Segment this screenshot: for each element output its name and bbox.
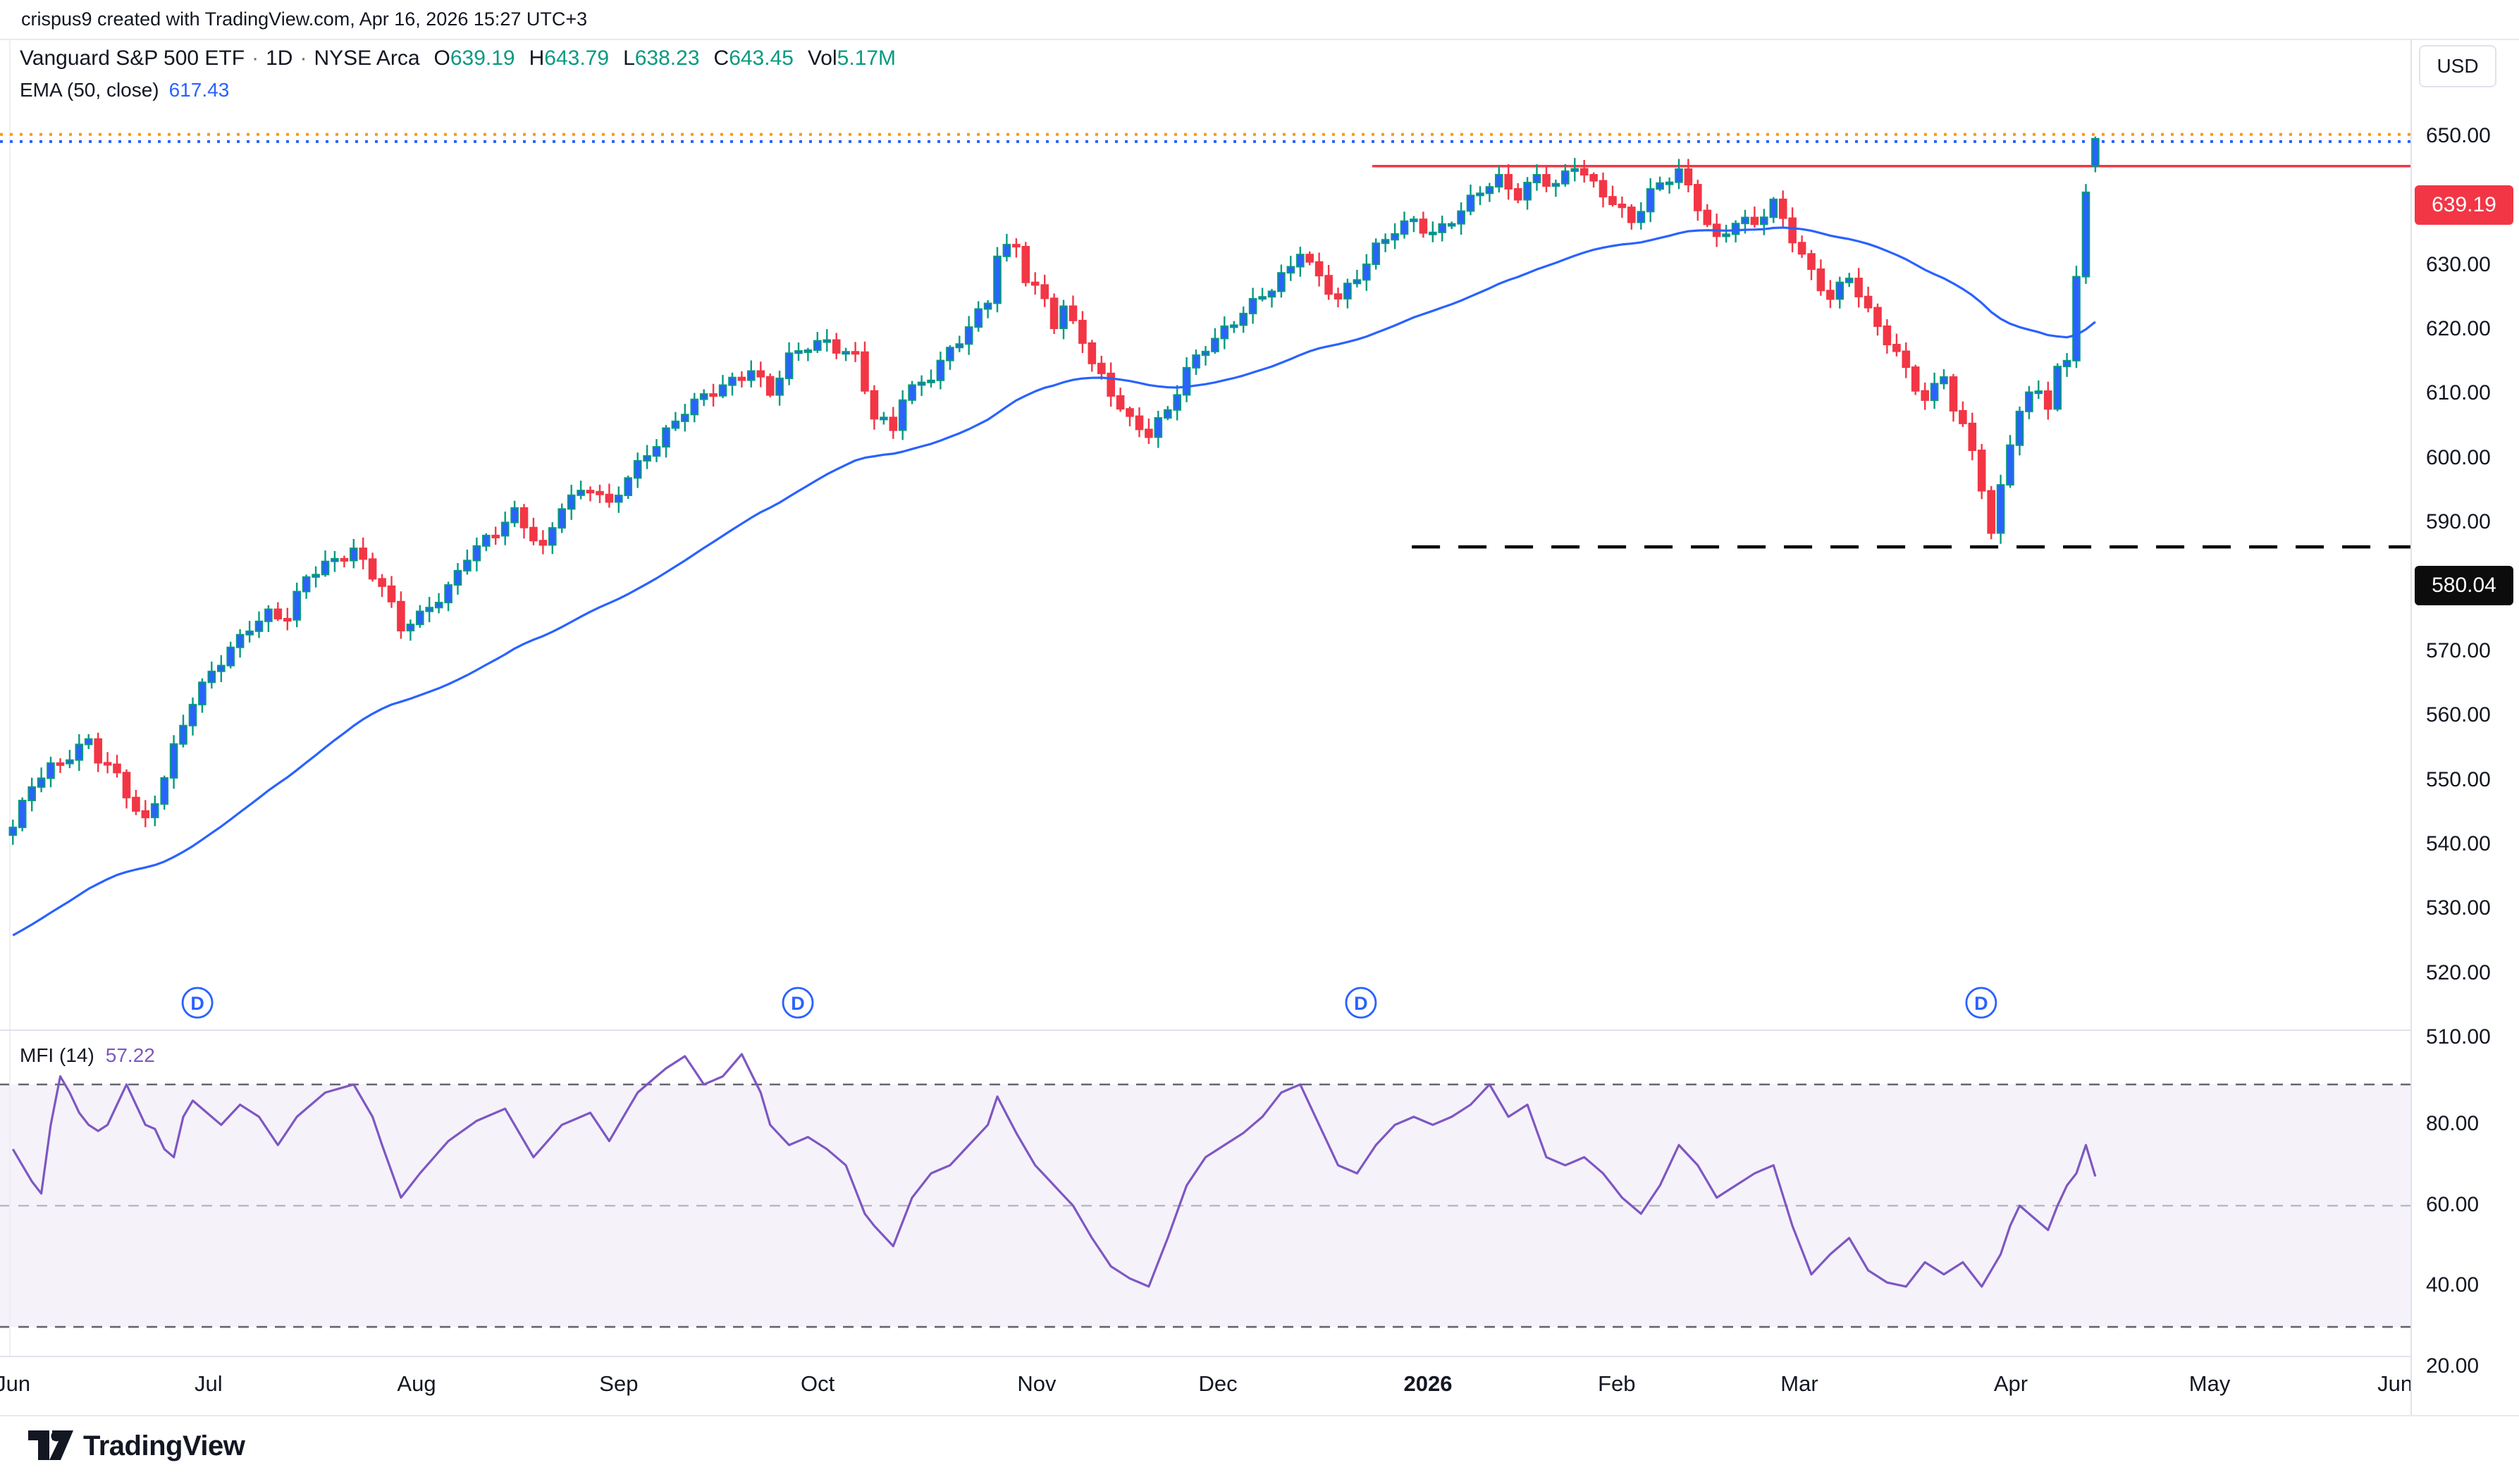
ema-label[interactable]: EMA (50, close) bbox=[20, 79, 159, 101]
svg-text:D: D bbox=[1354, 993, 1368, 1014]
price-badge: 639.19 bbox=[2415, 185, 2513, 225]
ohlc-value: 639.19 bbox=[450, 47, 515, 70]
brand-name[interactable]: TradingView bbox=[83, 1430, 245, 1461]
mfi-tick: 80.00 bbox=[2426, 1112, 2480, 1135]
mfi-label[interactable]: MFI (14) bbox=[20, 1044, 94, 1066]
mfi-tick: 40.00 bbox=[2426, 1273, 2480, 1297]
time-tick: Dec bbox=[1198, 1371, 1238, 1396]
time-tick: Jul bbox=[194, 1371, 223, 1396]
exchange-label: NYSE Arca bbox=[314, 47, 420, 70]
ohlc-value: 638.23 bbox=[634, 47, 700, 70]
footer-branding: TradingView bbox=[28, 1423, 245, 1468]
ema-value: 617.43 bbox=[168, 79, 230, 101]
price-tick: 540.00 bbox=[2426, 831, 2491, 855]
ohlc-label: L bbox=[623, 47, 635, 70]
ohlc-label: H bbox=[529, 47, 545, 70]
symbol-title[interactable]: Vanguard S&P 500 ETF bbox=[20, 47, 245, 70]
time-tick: Nov bbox=[1017, 1371, 1057, 1396]
time-tick: Sep bbox=[599, 1371, 639, 1396]
mfi-tick: 60.00 bbox=[2426, 1192, 2480, 1216]
price-tick: 630.00 bbox=[2426, 252, 2491, 276]
separator-dot: · bbox=[300, 47, 307, 70]
price-tick: 550.00 bbox=[2426, 767, 2491, 791]
ohlc-label: C bbox=[713, 47, 729, 70]
attribution-text: crispus9 created with TradingView.com, A… bbox=[21, 8, 588, 30]
ohlc-value: 5.17M bbox=[837, 47, 897, 70]
ohlc-label: Vol bbox=[807, 47, 837, 70]
time-tick: May bbox=[2188, 1371, 2231, 1396]
mfi-value: 57.22 bbox=[105, 1044, 155, 1066]
currency-label[interactable]: USD bbox=[2419, 45, 2496, 87]
widget-top-border bbox=[0, 39, 2519, 40]
time-tick: Apr bbox=[1993, 1371, 2028, 1396]
ohlc-value: 643.79 bbox=[544, 47, 610, 70]
tradingview-logo-icon[interactable] bbox=[28, 1430, 73, 1461]
price-tick: 560.00 bbox=[2426, 703, 2491, 727]
price-tick: 510.00 bbox=[2426, 1025, 2491, 1049]
price-tick: 530.00 bbox=[2426, 896, 2491, 920]
time-axis[interactable]: Jun Jul Aug Sep Oct Nov Dec 2026 Feb Mar Apr May Jun bbox=[0, 1357, 2410, 1415]
time-tick: Oct bbox=[800, 1371, 835, 1396]
svg-text:D: D bbox=[190, 993, 204, 1014]
price-tick: 620.00 bbox=[2426, 317, 2491, 341]
time-tick: Aug bbox=[397, 1371, 436, 1396]
time-tick: Jun bbox=[2377, 1371, 2410, 1396]
ema-row: EMA (50, close) 617.43 bbox=[20, 79, 896, 101]
mfi-tick: 20.00 bbox=[2426, 1354, 2480, 1378]
separator-dot: · bbox=[252, 47, 259, 70]
price-tick: 650.00 bbox=[2426, 124, 2491, 147]
svg-text:D: D bbox=[1974, 993, 1988, 1014]
interval-label[interactable]: 1D bbox=[266, 47, 293, 70]
price-tick: 610.00 bbox=[2426, 381, 2491, 405]
time-tick: Mar bbox=[1780, 1371, 1818, 1396]
chart-legend: Vanguard S&P 500 ETF · 1D · NYSE Arca O639.19… bbox=[20, 47, 896, 101]
price-tick: 600.00 bbox=[2426, 445, 2491, 469]
widget-bottom-border bbox=[0, 1415, 2519, 1416]
ohlc-label: O bbox=[433, 47, 450, 70]
axis-vertical-border bbox=[2410, 39, 2412, 1415]
ohlc-value: 643.45 bbox=[729, 47, 794, 70]
time-tick: Feb bbox=[1598, 1371, 1636, 1396]
price-tick: 520.00 bbox=[2426, 960, 2491, 984]
price-axis[interactable]: USD 650.00 630.00 620.00 610.00 600.00 590.00… bbox=[2412, 39, 2519, 1415]
symbol-row: Vanguard S&P 500 ETF · 1D · NYSE Arca O639.19… bbox=[20, 47, 896, 70]
price-tick: 590.00 bbox=[2426, 510, 2491, 534]
mfi-legend: MFI (14) 57.22 bbox=[20, 1044, 155, 1067]
time-tick: 2026 bbox=[1403, 1371, 1453, 1396]
price-badge: 580.04 bbox=[2415, 566, 2513, 606]
ohlc-values: O639.19 H643.79 L638.23 C643.45 Vol5.17M bbox=[420, 47, 897, 70]
svg-text:D: D bbox=[791, 993, 805, 1014]
price-tick: 570.00 bbox=[2426, 638, 2491, 662]
time-tick: Jun bbox=[0, 1371, 31, 1396]
